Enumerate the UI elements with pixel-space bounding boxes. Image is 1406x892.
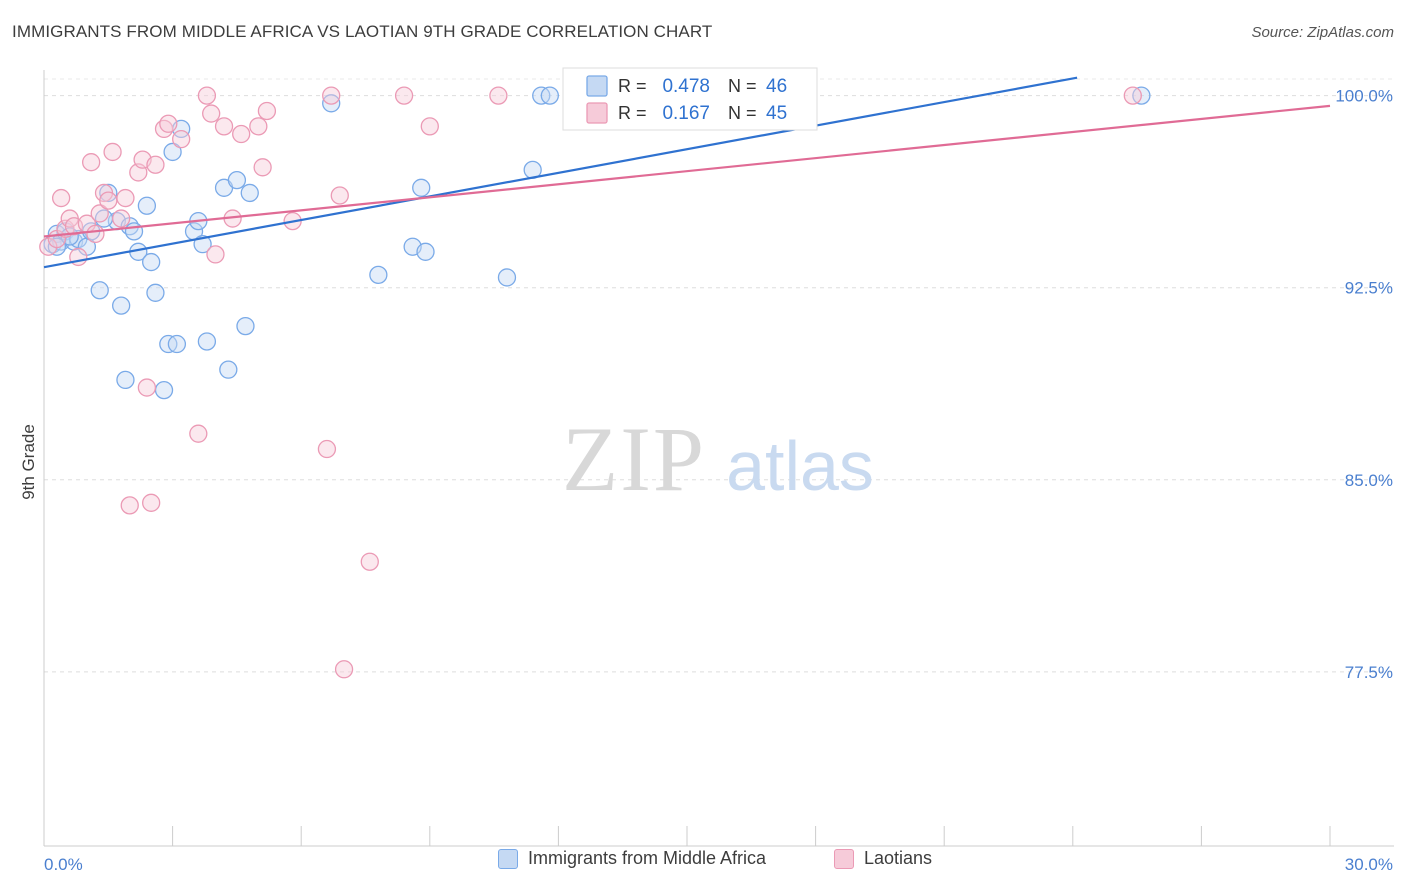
point-s1-36: [317, 439, 337, 459]
point-s1-37: [322, 86, 341, 105]
x-tick-labels: 0.0% 30.0%: [44, 855, 1393, 874]
legend-swatch-laotians: [834, 848, 854, 869]
legend-swatch-1: [586, 102, 608, 124]
point-s1-29: [214, 117, 234, 136]
point-s0-32: [236, 316, 255, 336]
point-s1-10: [90, 204, 109, 223]
point-s0-21: [163, 142, 182, 162]
point-s1-43: [489, 86, 508, 105]
point-s1-42: [420, 117, 439, 136]
legend-swatch-middle-africa: [498, 848, 518, 869]
point-s0-27: [197, 332, 217, 351]
point-s1-44: [1123, 86, 1142, 105]
point-s0-34: [369, 265, 388, 285]
chart-source: Source: ZipAtlas.com: [1251, 24, 1394, 41]
legend-n-label-0: N =: [728, 76, 757, 96]
point-s1-33: [253, 158, 272, 177]
watermark-zip: ZIP: [562, 408, 706, 510]
point-s1-28: [206, 245, 225, 264]
legend-item-middle-africa[interactable]: Immigrants from Middle Africa: [498, 848, 766, 869]
legend-item-laotians[interactable]: Laotians: [834, 848, 932, 869]
point-s1-24: [172, 129, 191, 149]
y-axis-label: 9th Grade: [19, 424, 38, 500]
data-points: [39, 86, 1151, 679]
point-s1-34: [257, 101, 277, 121]
point-s1-13: [103, 142, 122, 162]
point-s1-25: [189, 424, 208, 443]
point-s0-22: [167, 334, 187, 354]
point-s0-29: [219, 360, 238, 379]
y-tick-labels: 100.0% 92.5% 85.0% 77.5%: [1335, 87, 1393, 682]
point-s0-37: [416, 242, 435, 261]
legend-n-label-1: N =: [728, 103, 757, 123]
point-s0-12: [116, 370, 135, 390]
y-tick-label-1: 92.5%: [1345, 279, 1393, 298]
point-s1-2: [51, 188, 71, 208]
point-s1-15: [116, 188, 135, 208]
legend-r-label-0: R =: [618, 76, 647, 96]
point-s0-9: [99, 183, 118, 203]
point-s1-26: [197, 86, 217, 105]
x-tick-label-0: 0.0%: [44, 855, 83, 874]
point-s1-21: [146, 155, 165, 174]
y-tick-label-3: 77.5%: [1345, 663, 1393, 682]
point-s1-23: [159, 114, 178, 133]
legend-r-label-1: R =: [618, 103, 647, 123]
legend-r-value-0: 0.478: [662, 76, 710, 97]
point-s1-27: [202, 104, 221, 123]
y-tick-label-2: 85.0%: [1345, 471, 1393, 490]
point-s1-32: [249, 117, 268, 136]
point-s1-31: [232, 124, 251, 144]
point-s0-11: [112, 296, 131, 315]
axes: [43, 70, 1394, 847]
legend-n-value-1: 45: [766, 103, 787, 124]
point-s1-39: [334, 660, 354, 679]
point-s1-19: [137, 378, 157, 397]
legend-swatch-0: [586, 75, 608, 97]
point-s1-38: [330, 186, 349, 205]
bottom-legend: Immigrants from Middle Africa Laotians: [0, 848, 1406, 882]
point-s0-33: [322, 94, 341, 113]
point-s0-19: [154, 380, 174, 400]
point-s1-20: [142, 493, 161, 512]
legend-label-middle-africa: Immigrants from Middle Africa: [528, 848, 767, 868]
point-s0-18: [146, 283, 165, 302]
point-s0-14: [124, 222, 144, 241]
x-tick-label-1: 30.0%: [1345, 855, 1393, 874]
point-s0-8: [90, 281, 109, 300]
point-s1-9: [86, 224, 105, 244]
point-s0-17: [142, 252, 161, 272]
point-s1-8: [82, 153, 101, 172]
point-s1-14: [112, 209, 131, 228]
point-s1-40: [360, 552, 379, 571]
point-s0-30: [227, 170, 247, 190]
legend-box: R = 0.478 N = 46 R = 0.167 N = 45: [562, 67, 818, 131]
watermark: ZIP atlas: [562, 408, 874, 510]
trend-line-1: [43, 104, 1331, 238]
point-s0-31: [240, 183, 259, 203]
point-s0-16: [137, 196, 157, 215]
point-s0-38: [497, 268, 517, 287]
trend-line-0: [43, 76, 1078, 269]
chart-title: IMMIGRANTS FROM MIDDLE AFRICA VS LAOTIAN…: [12, 22, 713, 41]
y-tick-label-0: 100.0%: [1335, 87, 1393, 106]
point-s0-36: [412, 178, 431, 197]
trend-lines: [43, 76, 1331, 269]
point-s1-16: [120, 496, 139, 515]
legend-r-value-1: 0.167: [662, 103, 710, 124]
watermark-atlas: atlas: [726, 427, 874, 505]
point-s0-41: [540, 86, 559, 105]
legend-label-laotians: Laotians: [864, 848, 933, 868]
point-s1-12: [99, 191, 118, 210]
point-s1-41: [394, 86, 414, 105]
legend-n-value-0: 46: [766, 76, 787, 97]
